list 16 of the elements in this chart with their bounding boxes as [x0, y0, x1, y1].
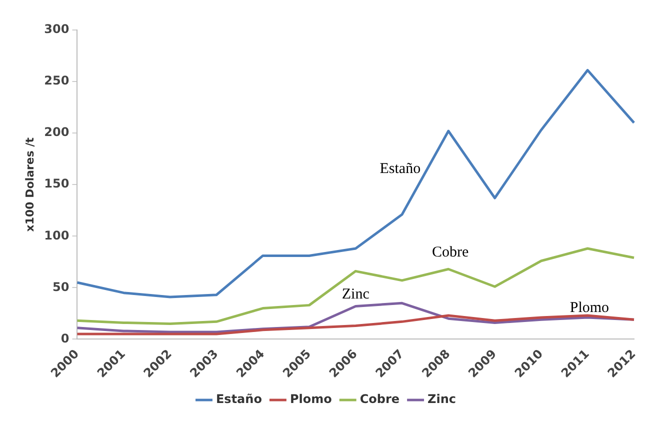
y-tick-label: 200 — [44, 125, 70, 140]
annotation: Estaño — [380, 161, 421, 178]
legend-label: Zinc — [428, 392, 456, 406]
legend-label: Plomo — [290, 392, 332, 406]
annotation: Cobre — [432, 244, 469, 261]
y-tick-label: 250 — [44, 74, 70, 88]
y-axis-title: x100 Dolares /t — [23, 137, 36, 232]
y-tick-label: 0 — [60, 331, 70, 346]
annotation: Plomo — [570, 300, 610, 316]
annotation: Zinc — [342, 286, 370, 302]
legend-label: Estaño — [216, 392, 262, 406]
y-tick-label: 100 — [44, 228, 70, 242]
y-tick-label: 50 — [52, 280, 70, 294]
y-tick-label: 150 — [44, 176, 70, 191]
y-tick-label: 300 — [44, 22, 70, 36]
legend-label: Cobre — [360, 392, 400, 406]
